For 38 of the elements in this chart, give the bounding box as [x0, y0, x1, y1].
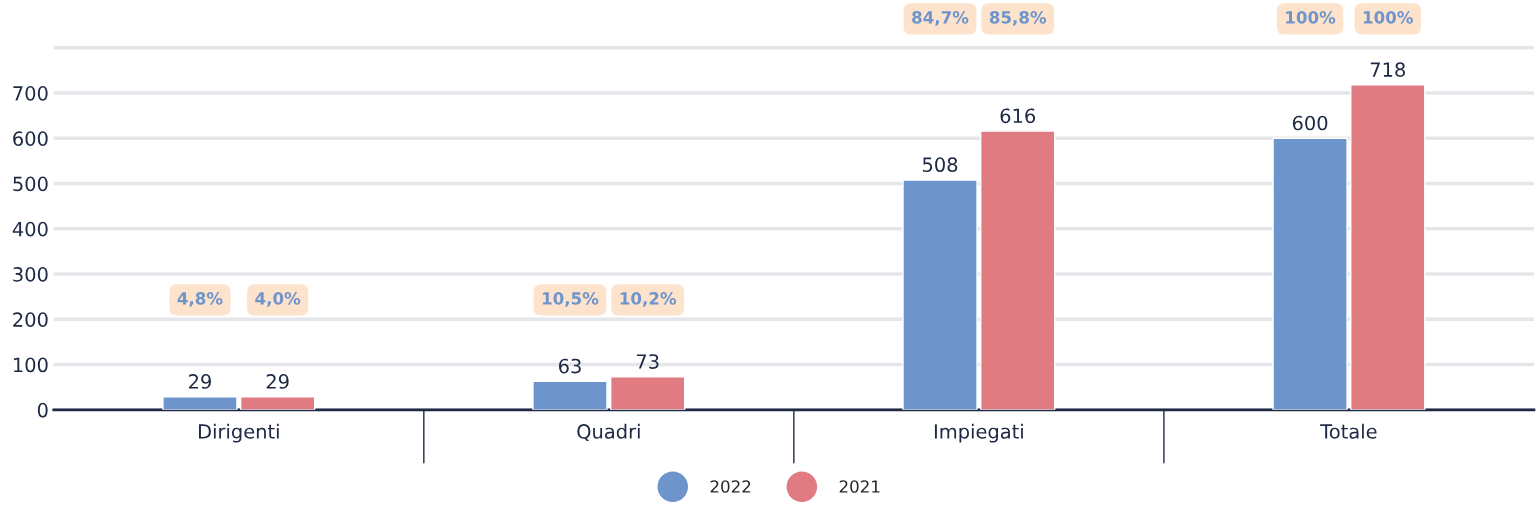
x-tick-label: Totale: [1320, 423, 1377, 439]
annotation: 10,5%: [542, 292, 599, 307]
data-label: 600: [1292, 115, 1328, 131]
data-label: 73: [636, 354, 659, 369]
y-tick-label: 200: [13, 312, 48, 328]
bar: [609, 376, 686, 410]
annotation: 4,0%: [255, 292, 301, 307]
annotation: 85,8%: [989, 11, 1047, 26]
y-tick-label: 700: [13, 86, 48, 101]
data-label: 718: [1370, 62, 1405, 77]
data-label: 29: [189, 374, 211, 389]
legend-label: 2022: [710, 480, 751, 493]
x-tick-label: Quadri: [577, 423, 640, 442]
bar: [902, 179, 978, 410]
bar: [1350, 84, 1426, 410]
annotation: 100%: [1363, 11, 1413, 24]
y-tick-label: 500: [13, 176, 48, 192]
data-label: 63: [558, 358, 581, 374]
annotation: 100%: [1286, 11, 1336, 24]
data-label: 508: [922, 157, 958, 173]
bar: [532, 380, 608, 410]
x-tick-label: Dirigenti: [199, 423, 279, 443]
bar: [162, 396, 238, 410]
data-label: 29: [266, 374, 289, 389]
legend-label: 2021: [839, 480, 880, 493]
annotation: 4,8%: [177, 292, 223, 307]
y-tick-label: 100: [13, 357, 48, 373]
data-label: 616: [1000, 108, 1036, 124]
bar: [1272, 137, 1348, 410]
annotation: 84,7%: [912, 11, 969, 26]
x-tick-label: Impiegati: [934, 423, 1023, 443]
bar: [239, 396, 316, 410]
y-tick-label: 600: [13, 131, 48, 146]
y-tick-label: 0: [37, 402, 48, 418]
bar: [980, 130, 1056, 410]
annotation: 10,2%: [620, 292, 677, 307]
y-tick-label: 400: [12, 221, 48, 237]
y-tick-label: 300: [13, 267, 48, 282]
